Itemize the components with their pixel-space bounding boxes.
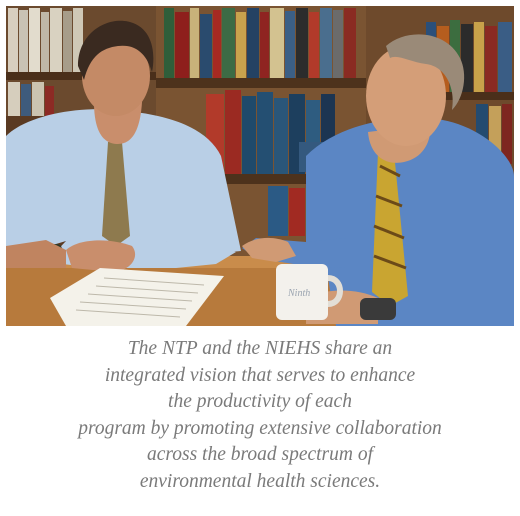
- caption-line-3: the productivity of each: [168, 391, 352, 412]
- man-left: [6, 20, 241, 272]
- caption-line-4: program by promoting extensive collabora…: [78, 417, 442, 439]
- caption-line-6: environmental health sciences.: [139, 470, 381, 492]
- caption-line-1: The NTP and the NIEHS share an: [127, 338, 393, 359]
- mug-label: Ninth: [287, 288, 310, 299]
- meeting-photo: Ninth: [6, 6, 514, 326]
- caption-line-2: integrated vision that serves to enhance: [104, 364, 416, 386]
- wristwatch-right: [360, 298, 396, 320]
- caption: The NTP and the NIEHS share an integrate…: [0, 336, 520, 495]
- photo-illustration: Ninth: [6, 6, 514, 326]
- coffee-mug: Ninth: [276, 264, 343, 320]
- man-right: [242, 34, 514, 326]
- caption-line-5: across the broad spectrum of: [146, 444, 374, 465]
